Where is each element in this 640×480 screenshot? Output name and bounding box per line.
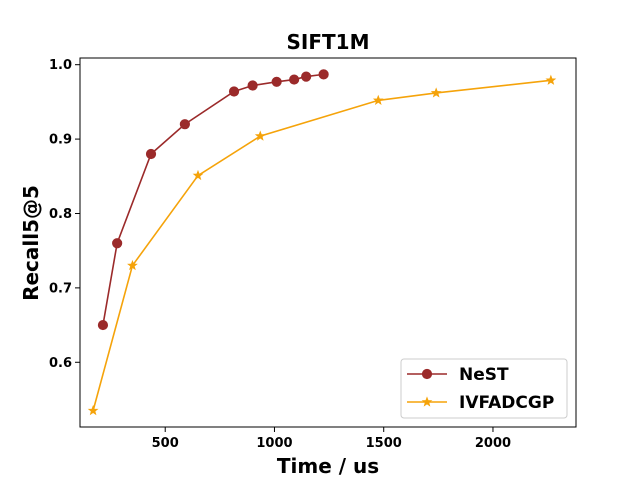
x-axis-label: Time / us	[277, 454, 379, 478]
y-axis: 0.6 0.7 0.8 0.9 1.0	[49, 58, 80, 371]
x-axis: 500 1000 1500 2000	[152, 427, 511, 451]
data-point	[430, 87, 442, 98]
data-point	[127, 259, 138, 271]
data-point	[179, 119, 190, 130]
legend-label: IVFADCGP	[459, 393, 554, 413]
data-point	[372, 94, 384, 105]
data-point	[97, 319, 109, 331]
legend-item-ivfadcgp: IVFADCGP	[407, 393, 554, 413]
data-point	[112, 238, 123, 249]
legend-marker	[421, 396, 433, 407]
x-tick-label: 1000	[256, 436, 292, 451]
plot-area-frame	[79, 57, 577, 428]
data-point	[289, 74, 300, 85]
y-tick-label: 0.8	[49, 207, 72, 222]
data-point	[87, 404, 99, 416]
data-point	[192, 169, 204, 181]
data-point	[247, 80, 258, 91]
x-tick-label: 1500	[366, 436, 402, 451]
data-point	[301, 71, 312, 82]
x-tick-label: 2000	[475, 436, 511, 451]
data-point	[545, 74, 557, 85]
legend-marker	[421, 368, 433, 380]
y-tick-label: 1.0	[49, 58, 72, 73]
data-point	[145, 148, 157, 160]
y-tick-label: 0.6	[49, 356, 72, 371]
y-tick-label: 0.7	[49, 281, 72, 296]
series-layer	[87, 69, 557, 416]
data-point	[271, 76, 282, 87]
legend-item-nest: NeST	[407, 365, 509, 385]
data-point	[318, 69, 329, 80]
y-axis-label: Recall5@5	[19, 185, 43, 301]
series-nest	[97, 69, 329, 331]
x-tick-label: 500	[152, 436, 179, 451]
data-point	[228, 86, 240, 97]
legend-label: NeST	[459, 365, 509, 385]
chart-title: SIFT1M	[287, 30, 370, 54]
y-tick-label: 0.9	[49, 133, 72, 148]
series-ivfadcgp	[87, 74, 557, 416]
legend: NeST IVFADCGP	[400, 358, 568, 419]
series-line	[102, 73, 324, 326]
data-point	[254, 130, 266, 141]
